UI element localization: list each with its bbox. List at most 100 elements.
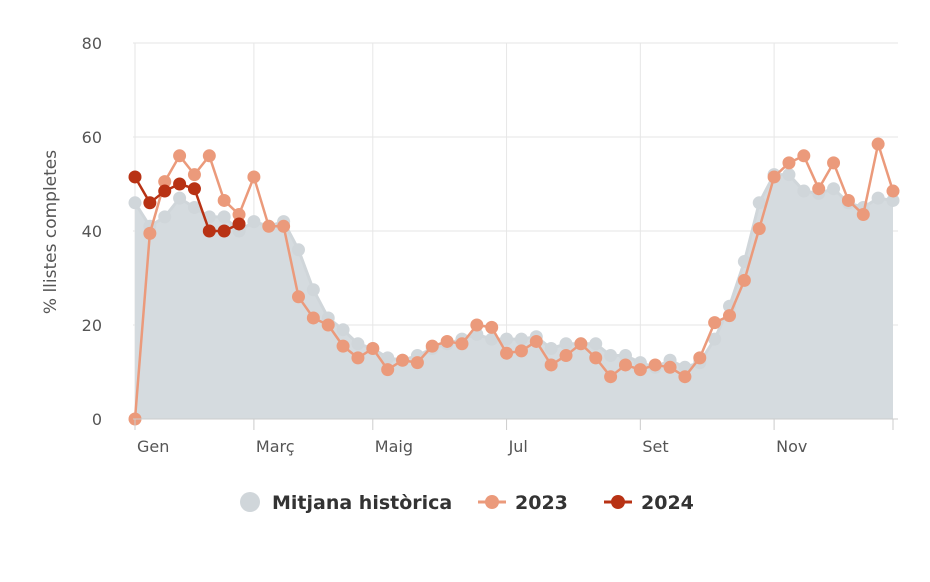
data-point-historical	[752, 196, 766, 210]
area-outline	[133, 173, 894, 369]
data-point	[514, 344, 528, 358]
data-point	[663, 360, 677, 374]
x-tick-label: Jul	[508, 437, 528, 456]
data-point-historical	[336, 323, 350, 337]
data-point	[217, 224, 231, 238]
legend-label: 2024	[641, 492, 694, 514]
data-point-historical	[173, 191, 187, 205]
data-point	[321, 318, 335, 332]
data-point-historical	[886, 193, 900, 207]
data-point	[262, 219, 276, 233]
data-point	[336, 339, 350, 353]
data-point	[812, 182, 826, 196]
legend-symbol	[240, 492, 260, 512]
data-point-historical	[187, 201, 201, 214]
data-point	[693, 351, 707, 365]
data-point	[173, 177, 187, 191]
series-line	[133, 142, 895, 420]
data-point	[158, 175, 172, 189]
data-point	[187, 182, 201, 196]
y-tick-label: 40	[82, 222, 102, 241]
legend-symbol	[485, 495, 499, 509]
data-point	[678, 370, 692, 384]
data-point-historical	[678, 360, 692, 374]
data-point	[485, 320, 499, 334]
data-point	[232, 208, 246, 222]
data-point	[886, 184, 900, 198]
data-point-historical	[618, 349, 632, 363]
data-point-historical	[871, 191, 885, 205]
legend-item[interactable]: 2024	[604, 492, 694, 514]
data-point	[544, 358, 558, 372]
legend-item[interactable]: Mitjana històrica	[240, 492, 452, 514]
series-layer	[128, 137, 900, 426]
data-point	[871, 137, 885, 151]
data-point	[217, 193, 231, 207]
data-point	[247, 170, 261, 184]
data-point	[381, 363, 395, 377]
data-point	[173, 149, 187, 163]
data-point	[708, 316, 722, 330]
data-point	[589, 351, 603, 365]
series-2024	[128, 170, 246, 238]
data-point	[633, 363, 647, 377]
legend-item[interactable]: 2023	[478, 492, 568, 514]
data-point	[737, 273, 751, 287]
y-tick-label: 20	[82, 316, 102, 335]
data-point-historical	[306, 283, 320, 297]
data-point	[470, 318, 484, 332]
x-tick-label: Gen	[137, 437, 169, 456]
data-point-historical	[604, 349, 618, 363]
data-point	[856, 208, 870, 222]
data-point-historical	[514, 332, 528, 346]
data-point	[767, 170, 781, 184]
data-point-historical	[291, 243, 305, 257]
x-tick-label: Març	[256, 437, 295, 456]
data-point	[723, 309, 737, 323]
legend-label: 2023	[515, 492, 568, 514]
data-point-historical	[782, 168, 796, 182]
x-tick-label: Nov	[776, 437, 807, 456]
legend-symbol	[611, 495, 625, 509]
data-point-historical	[827, 182, 841, 196]
data-point	[618, 358, 632, 372]
y-tick-label: 0	[92, 410, 102, 429]
data-point	[559, 349, 573, 363]
data-point-historical	[381, 351, 395, 365]
data-point-historical	[559, 337, 573, 351]
data-point-historical	[351, 337, 365, 351]
data-point-historical	[544, 342, 558, 355]
data-point	[366, 342, 380, 355]
legend: Mitjana històrica 2023 2024	[240, 492, 694, 514]
data-point	[604, 370, 618, 384]
data-point	[782, 156, 796, 170]
axes: 0 20 40 60 80 Gen Març Maig Jul Set Nov	[82, 34, 898, 456]
data-point	[306, 311, 320, 325]
data-point	[277, 219, 291, 233]
data-point	[143, 196, 157, 210]
data-point-historical	[247, 215, 261, 229]
data-point	[455, 337, 469, 351]
data-point	[500, 346, 514, 360]
data-point	[752, 222, 766, 236]
data-point-historical	[470, 327, 484, 341]
data-point	[529, 334, 543, 348]
data-point-historical	[128, 196, 142, 210]
x-tick-label: Set	[642, 437, 668, 456]
data-point	[574, 337, 588, 351]
data-point	[797, 149, 811, 163]
data-point	[187, 168, 201, 182]
data-point	[202, 224, 216, 238]
series-mitjana-hist-rica	[128, 168, 900, 419]
data-point	[232, 217, 246, 231]
data-point	[410, 356, 424, 370]
data-point	[827, 156, 841, 170]
data-point-historical	[708, 332, 722, 346]
y-tick-label: 60	[82, 128, 102, 147]
data-point-historical	[485, 332, 499, 346]
data-point	[351, 351, 365, 365]
data-point	[143, 226, 157, 240]
y-axis-title: % llistes completes	[41, 150, 61, 314]
data-point-historical	[217, 210, 231, 224]
